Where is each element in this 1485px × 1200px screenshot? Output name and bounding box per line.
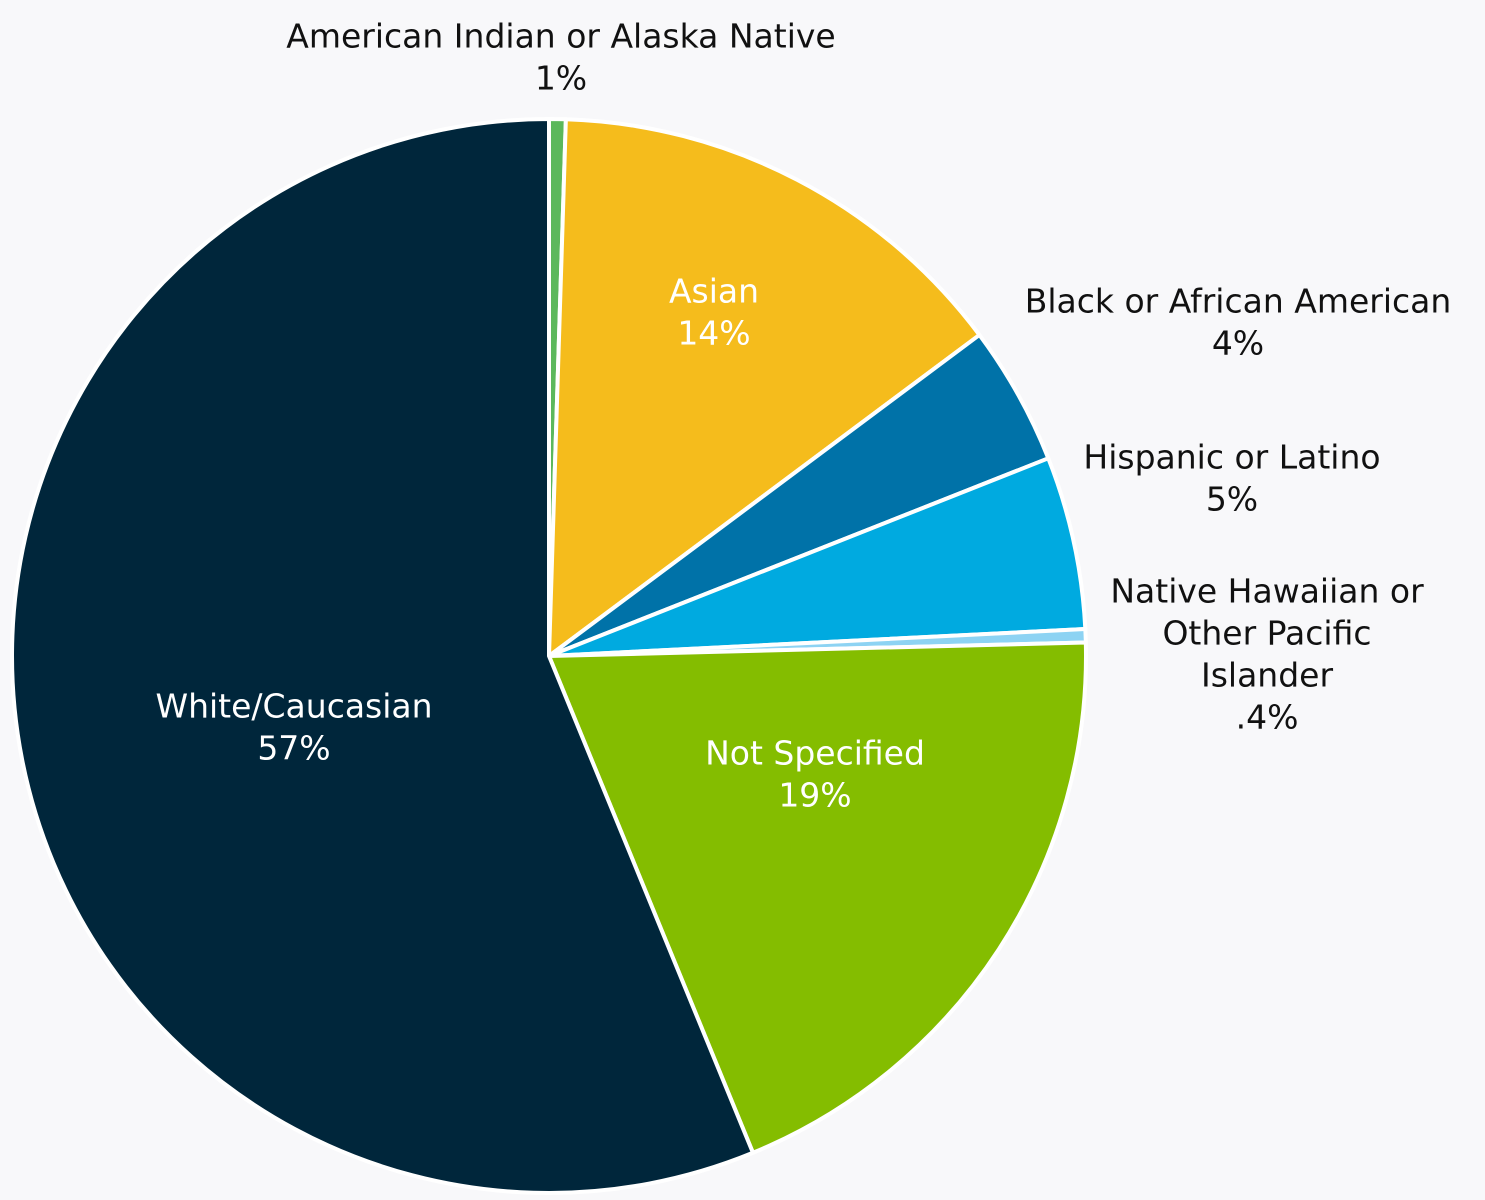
slice-percent-american-indian-or-alaska-native: 1% [535, 59, 587, 98]
slice-label-text-white-caucasian: White/Caucasian [155, 687, 432, 726]
slice-label-not-specified: Not Specified 19% [705, 734, 925, 815]
pie-slice-white-caucasian [10, 117, 755, 1195]
slice-label-black-or-african-american: Black or African American 4% [1025, 282, 1452, 363]
pie-slice-not-specified [547, 640, 1088, 1155]
slice-label-asian: Asian 14% [669, 272, 759, 353]
slice-percent-hispanic-or-latino: 5% [1206, 480, 1258, 519]
slice-label-hispanic-or-latino: Hispanic or Latino 5% [1083, 438, 1380, 519]
pie-slices [10, 116, 1088, 1195]
slice-percent-not-specified: 19% [778, 776, 851, 815]
slice-label-text-american-indian-or-alaska-native: American Indian or Alaska Native [286, 17, 835, 56]
slice-label-text-asian: Asian [669, 272, 759, 311]
slice-labels: American Indian or Alaska Native 1%Asian 1… [155, 17, 1451, 815]
slice-label-text-black-or-african-american: Black or African American [1025, 282, 1452, 321]
slice-label-text-native-hawaiian-or-other-pacific-islander: Islander [1201, 656, 1333, 695]
slice-label-text-not-specified: Not Specified [705, 734, 925, 773]
slice-label-native-hawaiian-or-other-pacific-islander: Native Hawaiian or Other Pacific Islander.… [1110, 572, 1424, 737]
pie-slice-asian [547, 117, 982, 658]
slice-percent-native-hawaiian-or-other-pacific-islander: .4% [1236, 698, 1299, 737]
slice-label-american-indian-or-alaska-native: American Indian or Alaska Native 1% [286, 17, 835, 98]
slice-label-text-native-hawaiian-or-other-pacific-islander: Other Pacific [1162, 614, 1371, 653]
slice-label-text-native-hawaiian-or-other-pacific-islander: Native Hawaiian or [1110, 572, 1424, 611]
slice-percent-asian: 14% [677, 314, 750, 353]
slice-percent-black-or-african-american: 4% [1212, 324, 1264, 363]
pie-slice-hispanic-or-latino [547, 456, 1088, 658]
slice-label-text-hispanic-or-latino: Hispanic or Latino [1083, 438, 1380, 477]
slice-percent-white-caucasian: 57% [257, 729, 330, 768]
slice-label-white-caucasian: White/Caucasian 57% [155, 687, 432, 768]
